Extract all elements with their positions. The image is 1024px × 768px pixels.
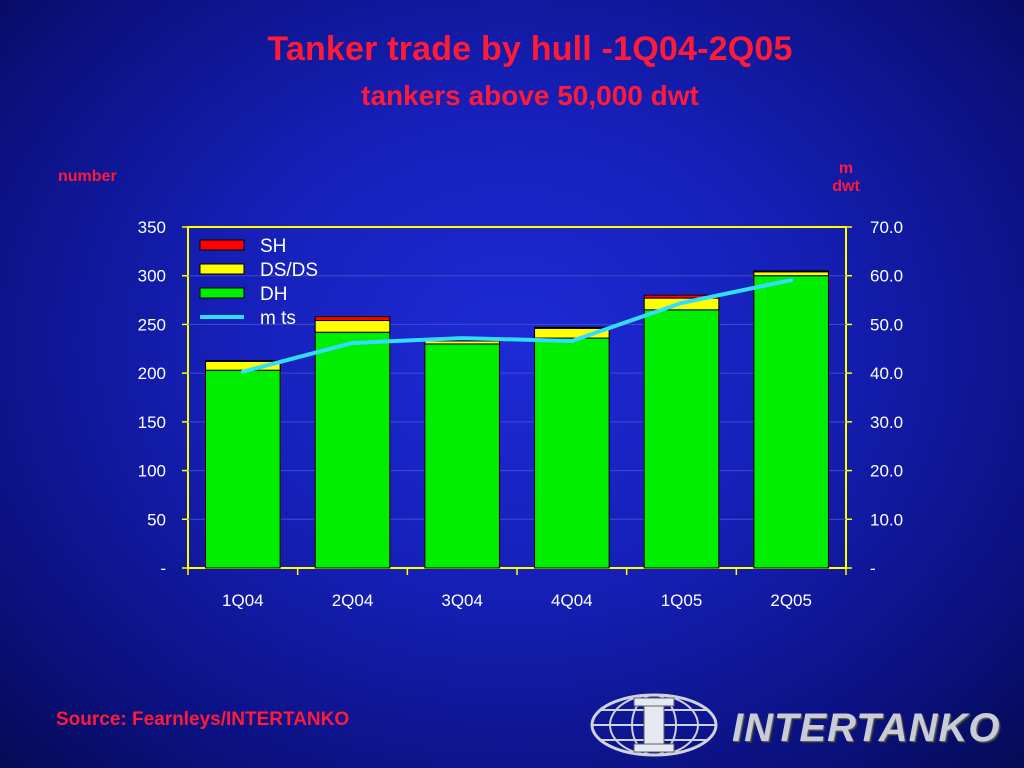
- bar-ds-ds-2q05: [753, 271, 829, 277]
- point-m-ts-1q04: [241, 370, 245, 374]
- line-m-ts: [240, 278, 794, 374]
- bar-ds-ds-2q04: [314, 320, 391, 333]
- right-tick-label: -: [870, 559, 876, 578]
- bar-sh-2q04: [314, 316, 391, 322]
- legend-label: DS/DS: [260, 260, 318, 281]
- x-tick-label: 1Q04: [222, 591, 264, 610]
- left-axis-unit: number: [58, 168, 117, 185]
- left-tick-label: 250: [138, 315, 166, 334]
- x-tick-label: 1Q05: [661, 591, 703, 610]
- bar-sh-1q04: [205, 359, 281, 362]
- bar-dh-1q04: [205, 369, 281, 569]
- right-tick-label: 30.0: [870, 413, 903, 432]
- chart-subtitle: tankers above 50,000 dwt: [361, 80, 699, 111]
- intertanko-logo-text: INTERTANKO: [732, 706, 1001, 750]
- x-tick-label: 2Q05: [770, 591, 812, 610]
- x-tick-label: 2Q04: [332, 591, 374, 610]
- right-axis-unit-line1: m: [838, 160, 854, 177]
- bar-dh-2q04: [314, 331, 391, 569]
- point-m-ts-1q05: [680, 301, 683, 305]
- right-axis-unit-line2: dwt: [832, 178, 860, 195]
- legend-swatch-dh: [199, 287, 245, 299]
- right-tick-label: 50.0: [870, 315, 903, 334]
- bar-dh-3q04: [424, 343, 500, 569]
- bar-dh-4q04: [534, 337, 610, 569]
- point-m-ts-2q05: [789, 278, 793, 282]
- legend-swatch-sh: [199, 239, 245, 251]
- right-tick-label: 10.0: [870, 510, 903, 529]
- bar-dh-1q05: [643, 309, 720, 569]
- point-m-ts-4q04: [570, 339, 574, 343]
- left-tick-label: 150: [138, 413, 166, 432]
- tanker-trade-chart: - - 50 10.0 100 20.0 150 30.0 200 40.0 250 50.0 300 6…: [138, 218, 903, 610]
- legend-swatch-ds-ds: [199, 263, 245, 275]
- source-note: Source: Fearnleys/INTERTANKO: [56, 709, 350, 730]
- globe-icon: [590, 693, 718, 757]
- chart-title: Tanker trade by hull -1Q04-2Q05: [267, 30, 793, 68]
- left-tick-label: 350: [138, 218, 166, 237]
- x-tick-label: 3Q04: [441, 591, 483, 610]
- legend-label: DH: [260, 284, 287, 305]
- left-tick-label: 50: [147, 510, 166, 529]
- legend-label: m ts: [260, 308, 296, 329]
- left-tick-label: 200: [138, 364, 166, 383]
- bar-ds-ds-3q04: [424, 340, 500, 345]
- x-tick-label: 4Q04: [551, 591, 593, 610]
- right-tick-label: 20.0: [870, 462, 903, 481]
- bar-sh-4q04: [534, 326, 610, 329]
- bar-sh-2q05: [753, 270, 829, 273]
- point-m-ts-2q04: [351, 341, 354, 345]
- right-tick-label: 60.0: [870, 267, 903, 286]
- right-tick-label: 70.0: [870, 218, 903, 237]
- legend-label: SH: [260, 236, 286, 257]
- bar-dh-2q05: [753, 275, 829, 569]
- right-axis-unit: m dwt: [826, 160, 866, 196]
- left-tick-label: 300: [138, 267, 166, 286]
- point-m-ts-3q04: [460, 336, 464, 340]
- right-tick-label: 40.0: [870, 364, 903, 383]
- left-tick-label: -: [160, 559, 166, 578]
- left-tick-label: 100: [138, 462, 166, 481]
